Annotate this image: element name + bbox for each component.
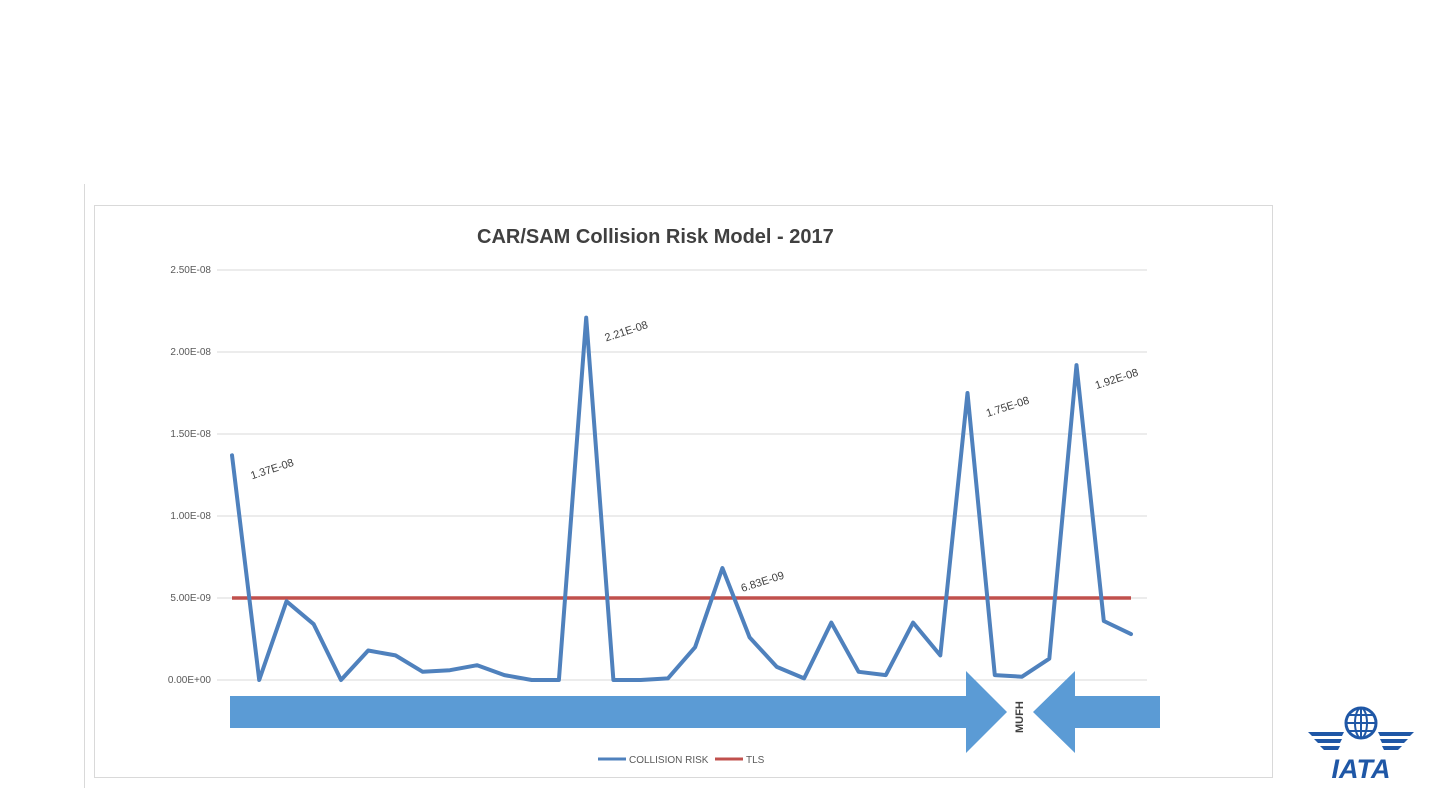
slide-divider-line [84, 184, 85, 788]
right-arrow-shape [230, 671, 1007, 753]
legend-label-collision-risk: COLLISION RISK [629, 755, 709, 766]
x-axis-ticks: MUFH [1014, 701, 1026, 733]
y-axis-ticks: 0.00E+00 5.00E-09 1.00E-08 1.50E-08 2.00E-08… [168, 265, 212, 686]
iata-logo-text: IATA [1332, 754, 1391, 782]
chart-container: CAR/SAM Collision Risk Model - 2017 0.00… [94, 205, 1273, 778]
data-labels: 1.37E-08 2.21E-08 6.83E-09 1.75E-08 1.92E-08 [249, 319, 1140, 595]
iata-logo-graphic [1308, 706, 1414, 750]
overlay-arrows [230, 671, 1160, 753]
chart-title: CAR/SAM Collision Risk Model - 2017 [477, 226, 834, 248]
y-tick-label: 0.00E+00 [168, 675, 212, 686]
series-line-collision-risk [230, 315, 1133, 682]
y-tick-label: 2.00E-08 [170, 347, 211, 358]
collision-risk-chart: CAR/SAM Collision Risk Model - 2017 0.00… [168, 226, 1160, 766]
y-tick-label: 5.00E-09 [170, 593, 211, 604]
legend-label-tls: TLS [746, 755, 765, 766]
data-label: 6.83E-09 [740, 570, 786, 595]
y-tick-label: 1.00E-08 [170, 511, 211, 522]
data-label: 1.37E-08 [249, 457, 295, 482]
data-label: 2.21E-08 [603, 319, 649, 344]
x-tick-label: MUFH [1014, 701, 1026, 733]
data-label: 1.75E-08 [985, 395, 1031, 420]
y-tick-label: 1.50E-08 [170, 429, 211, 440]
series-lines [230, 315, 1133, 682]
left-arrow-shape [1033, 671, 1160, 753]
grid-lines [217, 269, 1147, 681]
data-label: 1.92E-08 [1094, 367, 1140, 392]
iata-logo: IATA [1308, 706, 1414, 782]
legend: COLLISION RISK TLS [598, 755, 765, 766]
y-tick-label: 2.50E-08 [170, 265, 211, 276]
